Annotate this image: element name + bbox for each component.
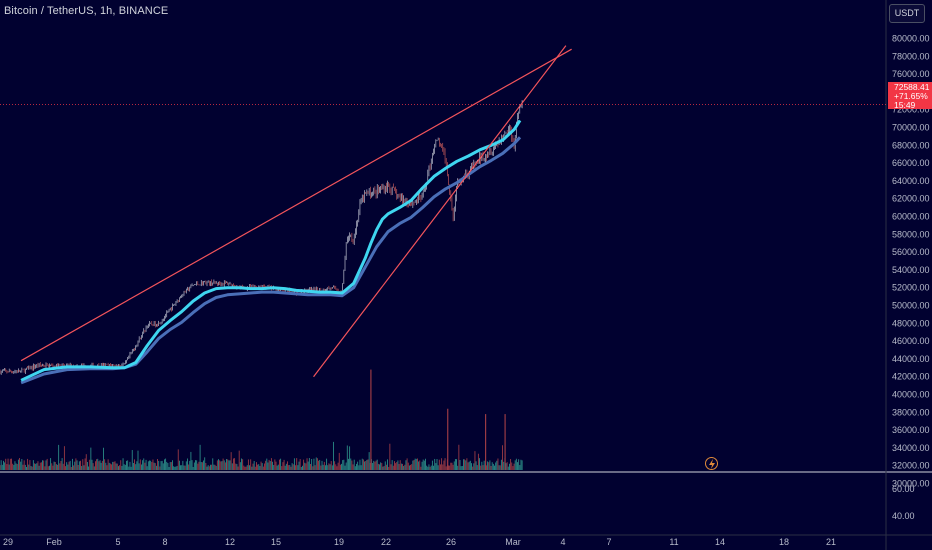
price-tick-label: 42000.00 <box>892 372 930 382</box>
price-tick-label: 46000.00 <box>892 336 930 346</box>
lightning-icon[interactable] <box>705 457 718 470</box>
lower-trendline <box>313 45 567 378</box>
price-series <box>0 100 523 375</box>
current-price-badge: 72588.41 +71.65% 15:49 <box>888 82 932 110</box>
symbol-title: Bitcoin / TetherUS, 1h, BINANCE <box>4 5 169 17</box>
moving-averages <box>20 119 522 385</box>
price-tick-label: 52000.00 <box>892 283 930 293</box>
current-price-label: 72588.41 <box>894 82 930 92</box>
price-tick-label: 38000.00 <box>892 407 930 417</box>
price-tick-label: 30000.00 <box>892 479 930 489</box>
time-tick-label: Feb <box>46 537 62 547</box>
price-tick-label: 80000.00 <box>892 34 930 44</box>
time-tick-label: 4 <box>560 537 565 547</box>
price-tick-label: 66000.00 <box>892 158 930 168</box>
price-tick-label: 62000.00 <box>892 194 930 204</box>
time-tick-label: 18 <box>779 537 789 547</box>
trendlines <box>20 45 572 378</box>
time-tick-label: 12 <box>225 537 235 547</box>
oscillator-tick-label: 40.00 <box>892 511 915 521</box>
price-tick-label: 48000.00 <box>892 318 930 328</box>
slow-moving-average-line <box>20 136 522 385</box>
price-tick-label: 64000.00 <box>892 176 930 186</box>
upper-trendline <box>20 48 572 362</box>
time-tick-label: 21 <box>826 537 836 547</box>
price-tick-label: 44000.00 <box>892 354 930 364</box>
price-tick-label: 34000.00 <box>892 443 930 453</box>
price-tick-label: 40000.00 <box>892 390 930 400</box>
price-tick-label: 78000.00 <box>892 51 930 61</box>
time-tick-label: 8 <box>162 537 167 547</box>
time-tick-label: 26 <box>446 537 456 547</box>
time-tick-label: 11 <box>669 537 678 547</box>
price-tick-label: 32000.00 <box>892 461 930 471</box>
time-tick-label: 15 <box>271 537 281 547</box>
time-tick-label: 14 <box>715 537 725 547</box>
price-tick-label: 58000.00 <box>892 229 930 239</box>
price-tick-label: 50000.00 <box>892 301 930 311</box>
fast-moving-average-line <box>20 119 522 382</box>
currency-button[interactable]: USDT <box>889 4 925 23</box>
bar-countdown-label: 15:49 <box>894 100 916 110</box>
price-tick-label: 54000.00 <box>892 265 930 275</box>
price-tick-label: 36000.00 <box>892 425 930 435</box>
price-tick-label: 60000.00 <box>892 212 930 222</box>
time-tick-label: 22 <box>381 537 391 547</box>
price-tick-label: 76000.00 <box>892 69 930 79</box>
time-tick-label: 29 <box>3 537 13 547</box>
time-tick-label: 7 <box>606 537 611 547</box>
time-tick-label: 19 <box>334 537 344 547</box>
price-change-label: +71.65% <box>894 91 928 101</box>
price-tick-label: 72000.00 <box>892 105 930 115</box>
price-tick-label: 56000.00 <box>892 247 930 257</box>
time-tick-label: Mar <box>505 537 521 547</box>
time-tick-label: 5 <box>115 537 120 547</box>
price-tick-label: 70000.00 <box>892 123 930 133</box>
oscillator-tick-label: 60.00 <box>892 484 915 494</box>
volume-bars <box>0 369 523 470</box>
price-tick-label: 68000.00 <box>892 140 930 150</box>
